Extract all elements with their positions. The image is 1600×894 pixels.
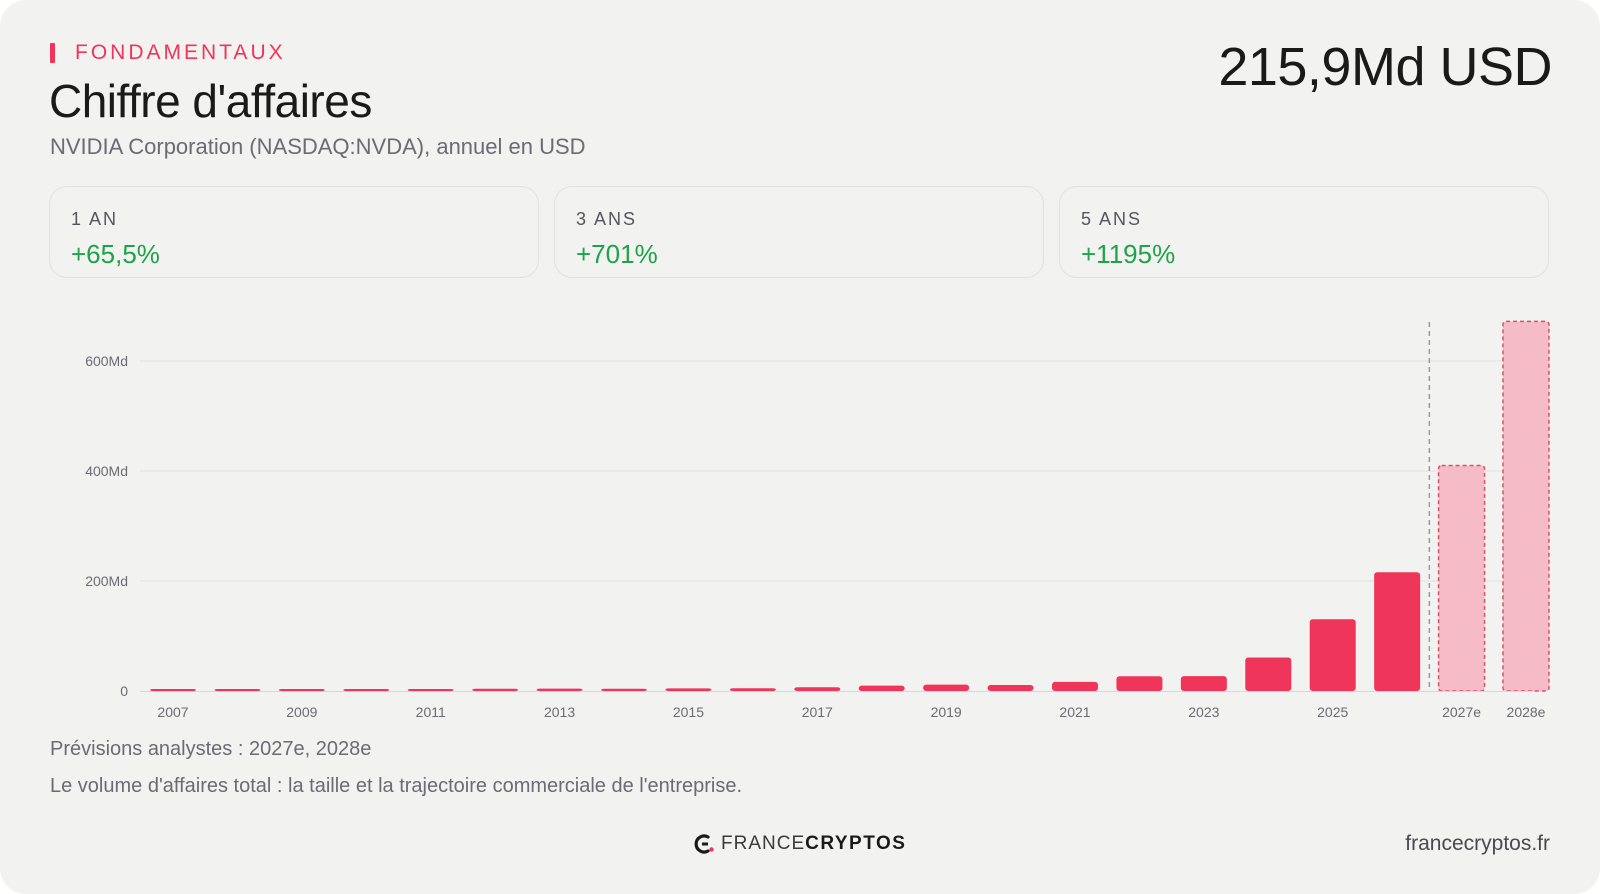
logo-mark-icon <box>694 834 714 854</box>
x-tick-label: 2011 <box>416 704 446 720</box>
bar <box>729 688 776 691</box>
bar <box>1116 676 1163 691</box>
bar <box>150 689 196 691</box>
bar <box>1374 572 1421 691</box>
bar <box>214 689 261 691</box>
x-tick-label: 2025 <box>1317 704 1348 720</box>
stat-label: 5 ANS <box>1081 209 1143 229</box>
x-tick-label: 2015 <box>673 704 704 720</box>
x-tick-label: 2013 <box>544 704 575 720</box>
bar <box>858 685 905 691</box>
section-label: FONDAMENTAUX <box>50 41 286 65</box>
bar <box>1309 619 1356 691</box>
section-accent-bar <box>50 43 55 63</box>
bar <box>343 689 390 691</box>
y-tick-label: 600Md <box>85 353 128 369</box>
section-title: FONDAMENTAUX <box>75 41 286 64</box>
bar <box>987 685 1034 691</box>
stat-value: +701% <box>576 239 658 269</box>
stat-value: +65,5% <box>71 239 160 269</box>
stat-label: 3 ANS <box>576 209 638 229</box>
estimate-bar <box>1437 464 1486 692</box>
page-title: Chiffre d'affaires <box>49 75 372 127</box>
bar <box>794 687 841 691</box>
y-tick-label: 400Md <box>85 463 128 479</box>
bar <box>536 688 583 691</box>
revenue-bar-chart: 0 200Md 400Md 600Md 2007 2009 2011 2013 2015 2017… <box>85 320 1550 720</box>
bar <box>1180 676 1227 691</box>
bar <box>1245 657 1292 691</box>
x-tick-label: 2009 <box>286 704 317 720</box>
bar <box>665 688 712 691</box>
page-subtitle: NVIDIA Corporation (NASDAQ:NVDA), annuel… <box>50 134 586 159</box>
stat-card-3y: 3 ANS +701% <box>554 186 1044 278</box>
x-tick-label: 2007 <box>157 704 188 720</box>
bar <box>923 684 970 691</box>
x-tick-label: 2027e <box>1442 704 1481 720</box>
x-tick-label: 2021 <box>1059 704 1090 720</box>
x-tick-label: 2028e <box>1507 704 1546 720</box>
estimate-bar <box>1502 320 1550 692</box>
x-tick-label: 2019 <box>931 704 962 720</box>
forecast-note: Prévisions analystes : 2027e, 2028e <box>50 738 372 760</box>
y-tick-label: 200Md <box>85 573 128 589</box>
stat-label: 1 AN <box>71 209 119 229</box>
y-tick-label: 0 <box>120 683 128 699</box>
description-note: Le volume d'affaires total : la taille e… <box>50 775 743 797</box>
bar <box>407 689 454 691</box>
x-tick-label: 2017 <box>802 704 833 720</box>
bar <box>1052 681 1098 691</box>
logo-text-light: FRANCE <box>721 833 806 854</box>
bar <box>278 689 325 691</box>
brand-logo: FRANCE CRYPTOS <box>693 833 906 855</box>
stat-value: +1195% <box>1081 239 1176 269</box>
stat-card-1y: 1 AN +65,5% <box>49 186 539 278</box>
bar <box>472 688 519 691</box>
logo-text-bold: CRYPTOS <box>805 833 907 854</box>
x-tick-label: 2023 <box>1188 704 1219 720</box>
site-link[interactable]: francecryptos.fr <box>1405 832 1550 855</box>
bar <box>601 688 647 691</box>
stat-card-5y: 5 ANS +1195% <box>1059 186 1549 278</box>
headline-value: 215,9Md USD <box>1218 37 1552 97</box>
